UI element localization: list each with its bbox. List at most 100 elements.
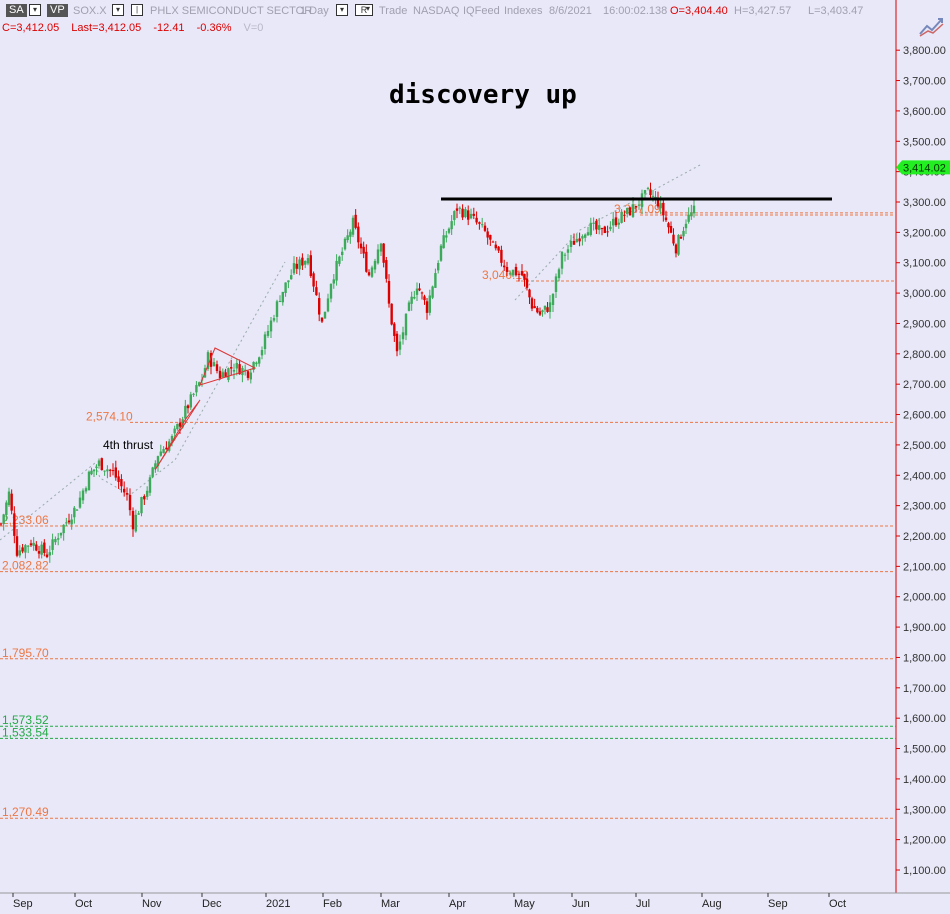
candle-body (341, 251, 344, 256)
sa-dropdown-icon[interactable]: ▾ (29, 4, 41, 16)
close-value: C=3,412.05 (2, 22, 60, 34)
candle-body (483, 225, 487, 231)
candle-body (528, 289, 531, 298)
candle-body (45, 554, 49, 558)
candle-body (486, 231, 489, 238)
candle-body (90, 470, 93, 475)
candle-body (525, 278, 529, 288)
candle-body (117, 476, 120, 482)
level-label: 3,257.09 (614, 202, 661, 216)
change-pct-value: -0.36% (196, 22, 232, 34)
interval-label[interactable]: 1 Day (300, 5, 329, 17)
y-tick-label: 1,800.00 (903, 652, 946, 664)
candle-body (407, 302, 411, 311)
candle-body (401, 332, 405, 340)
x-tick-label: May (514, 898, 535, 910)
y-tick-label: 2,700.00 (903, 379, 946, 391)
candle-body (395, 333, 399, 352)
y-tick-label: 1,400.00 (903, 774, 946, 786)
y-tick-label: 1,500.00 (903, 744, 946, 756)
candle-body (612, 218, 615, 226)
candle-body (246, 371, 250, 378)
feed-label: IQFeed (463, 5, 500, 17)
candle-body (10, 493, 13, 511)
candle-body (309, 255, 312, 277)
candle-body (560, 252, 564, 269)
candle-body (413, 296, 416, 299)
candle-body (335, 260, 338, 281)
candle-body (281, 291, 284, 303)
candle-body (329, 283, 333, 299)
chart-logo-icon (919, 18, 944, 37)
candle-body (410, 296, 413, 304)
symbol-dropdown-icon[interactable]: ▾ (112, 4, 124, 16)
candle-body (260, 350, 264, 356)
candle-body (212, 362, 216, 367)
y-tick-label: 1,700.00 (903, 683, 946, 695)
candle-body (425, 301, 429, 313)
indicator-icon[interactable]: | (131, 4, 143, 16)
symbol-label[interactable]: SOX.X (73, 5, 107, 17)
candle-body (97, 460, 101, 466)
candle-body (32, 542, 35, 546)
candle-body (497, 246, 500, 251)
time-label: 16:00:02.138 (603, 5, 668, 17)
candle-body (287, 280, 290, 283)
candle-body (230, 367, 233, 369)
candle-body (455, 208, 459, 211)
candle-body (346, 235, 349, 241)
candle-body (290, 275, 293, 280)
candle-body (232, 370, 236, 372)
candle-body (244, 369, 247, 371)
candle-body (467, 210, 470, 220)
candle-body (428, 295, 431, 313)
high-label: H=3,427.57 (734, 5, 792, 17)
candle-body (258, 357, 261, 364)
candle-body (609, 226, 612, 230)
candle-body (0, 523, 3, 525)
candle-body (301, 257, 304, 266)
r-button[interactable]: R (355, 4, 373, 16)
candle-body (81, 490, 85, 501)
candle-body (517, 273, 521, 275)
r-dropdown-icon[interactable]: ▾ (365, 4, 370, 13)
candle-body (84, 488, 88, 492)
candle-body (343, 238, 347, 250)
date-label: 8/6/2021 (549, 5, 592, 17)
x-tick-label: Apr (449, 898, 466, 910)
candle-body (385, 260, 388, 279)
volume-value: V=0 (243, 22, 264, 34)
candle-body (218, 370, 222, 379)
change-value: -12.41 (153, 22, 185, 34)
x-tick-label: Feb (323, 898, 342, 910)
y-tick-label: 1,200.00 (903, 835, 946, 847)
candle-body (554, 276, 558, 292)
sa-button[interactable]: SA (6, 4, 27, 17)
candle-body (387, 280, 391, 304)
candle-body (656, 197, 660, 207)
candle-body (151, 467, 154, 477)
candle-body (154, 463, 157, 469)
vp-button[interactable]: VP (47, 4, 68, 17)
x-tick-label: Sep (13, 898, 33, 910)
candle-body (143, 496, 146, 500)
candle-body (114, 467, 117, 478)
candle-body (354, 214, 357, 228)
trade-label[interactable]: Trade (379, 5, 408, 17)
candle-body (458, 207, 461, 209)
candle-body (13, 513, 16, 536)
interval-dropdown-icon[interactable]: ▾ (336, 4, 348, 16)
candle-body (508, 273, 512, 275)
candle-body (357, 226, 360, 243)
y-tick-label: 2,200.00 (903, 531, 946, 543)
last-value: Last=3,412.05 (71, 22, 142, 34)
y-tick-label: 3,500.00 (903, 136, 946, 148)
candle-body (511, 269, 515, 276)
candle-body (263, 334, 267, 349)
y-tick-label: 3,600.00 (903, 106, 946, 118)
candle-body (221, 372, 224, 378)
candle-body (505, 266, 509, 272)
candle-body (491, 241, 495, 243)
y-tick-label: 3,000.00 (903, 288, 946, 300)
